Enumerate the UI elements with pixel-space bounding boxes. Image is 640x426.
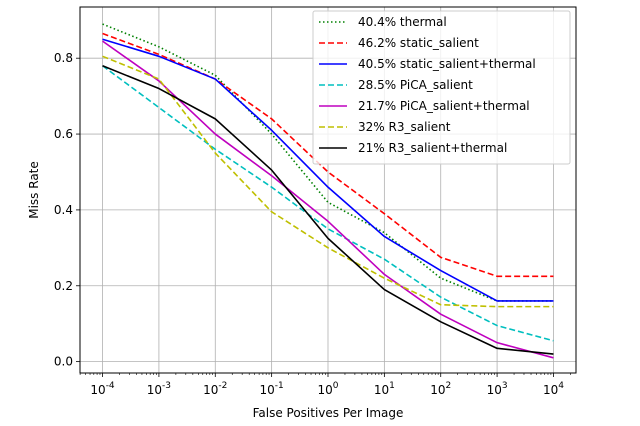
legend-label-1: 40.4% thermal [358, 15, 447, 29]
y-axis-label: Miss Rate [27, 161, 41, 219]
series-line-6 [102, 55, 554, 308]
y-tick-label: 0.2 [54, 279, 73, 293]
y-tick-label: 0.6 [54, 127, 73, 141]
series-line-3 [102, 38, 554, 302]
y-tick-label: 0.0 [54, 355, 73, 369]
x-tick-label: 10-1 [260, 381, 284, 397]
axis-ticks: 10-4 10-3 10-2 10-1 100 101 102 103 104 0.0 0.2 0.4… [54, 51, 571, 397]
legend-label-7: 21% R3_salient+thermal [358, 141, 507, 155]
legend-label-4: 28.5% PiCA_salient [358, 78, 473, 92]
x-tick-label: 104 [543, 381, 564, 397]
y-tick-label: 0.4 [54, 203, 73, 217]
legend-label-2: 46.2% static_salient [358, 36, 479, 50]
legend-label-3: 40.5% static_salient+thermal [358, 57, 536, 71]
x-tick-label: 102 [430, 381, 451, 397]
x-tick-label: 10-3 [147, 381, 171, 397]
x-tick-label: 101 [374, 381, 395, 397]
x-tick-label: 100 [317, 381, 338, 397]
series-lines [102, 23, 554, 359]
x-axis-label: False Positives Per Image [253, 406, 404, 420]
series-line-7 [102, 65, 554, 355]
x-tick-label: 10-2 [203, 381, 227, 397]
legend-box [312, 10, 571, 165]
legend-label-5: 21.7% PiCA_salient+thermal [358, 99, 530, 113]
x-tick-label: 103 [487, 381, 508, 397]
legend: 40.4% thermal 46.2% static_salient 40.5% s… [312, 10, 571, 165]
series-line-4 [102, 65, 554, 342]
legend-label-6: 32% R3_salient [358, 120, 451, 134]
y-tick-label: 0.8 [54, 51, 73, 65]
x-tick-label: 10-4 [90, 381, 115, 397]
